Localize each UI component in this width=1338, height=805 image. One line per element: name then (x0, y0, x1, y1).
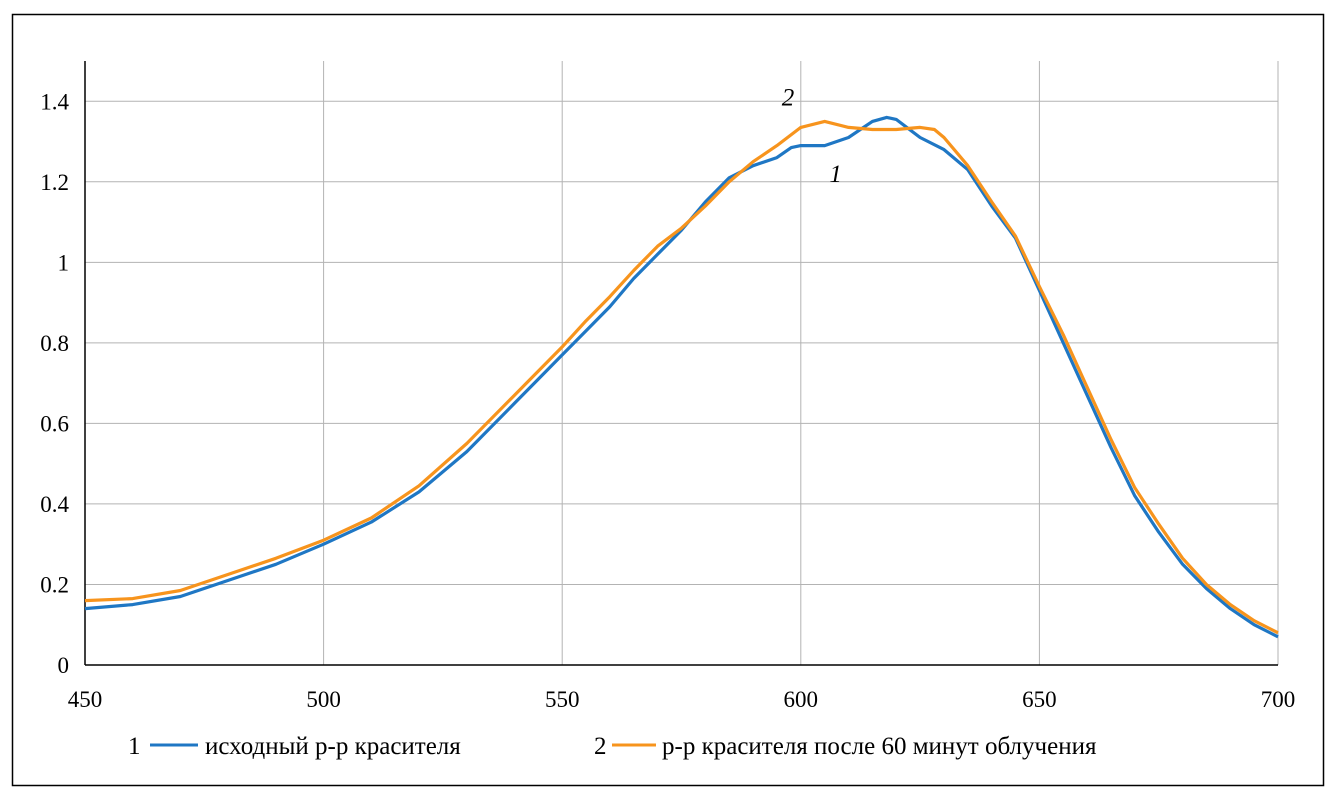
y-tick-label: 0 (58, 653, 70, 678)
legend-number-1: 1 (128, 733, 141, 760)
series-line-2 (84, 119, 1279, 635)
y-tick-label: 1 (58, 250, 70, 275)
curve-label-2: 2 (782, 84, 795, 111)
x-tick-label: 450 (68, 687, 103, 712)
y-tick-label: 0.6 (40, 411, 69, 436)
x-tick-label: 550 (545, 687, 580, 712)
y-tick-label: 1.4 (40, 89, 69, 114)
chart-frame (11, 13, 1325, 787)
legend: 1 исходный р-р красителя 2 р-р красителя… (128, 733, 1097, 760)
series-line-1 (84, 115, 1279, 639)
x-tick-label: 650 (1022, 687, 1057, 712)
legend-label-1: исходный р-р красителя (205, 733, 461, 760)
y-tick-label: 0.2 (40, 572, 69, 597)
y-tick-label: 1.2 (40, 170, 69, 195)
x-tick-label: 600 (784, 687, 819, 712)
y-tick-label: 0.4 (40, 492, 69, 517)
curve-label-1: 1 (829, 161, 842, 188)
legend-label-2: р-р красителя после 60 минут облучения (662, 733, 1097, 760)
x-tick-label: 700 (1261, 687, 1296, 712)
x-tick-label: 500 (306, 687, 341, 712)
legend-number-2: 2 (594, 733, 607, 760)
y-tick-label: 0.8 (40, 331, 69, 356)
